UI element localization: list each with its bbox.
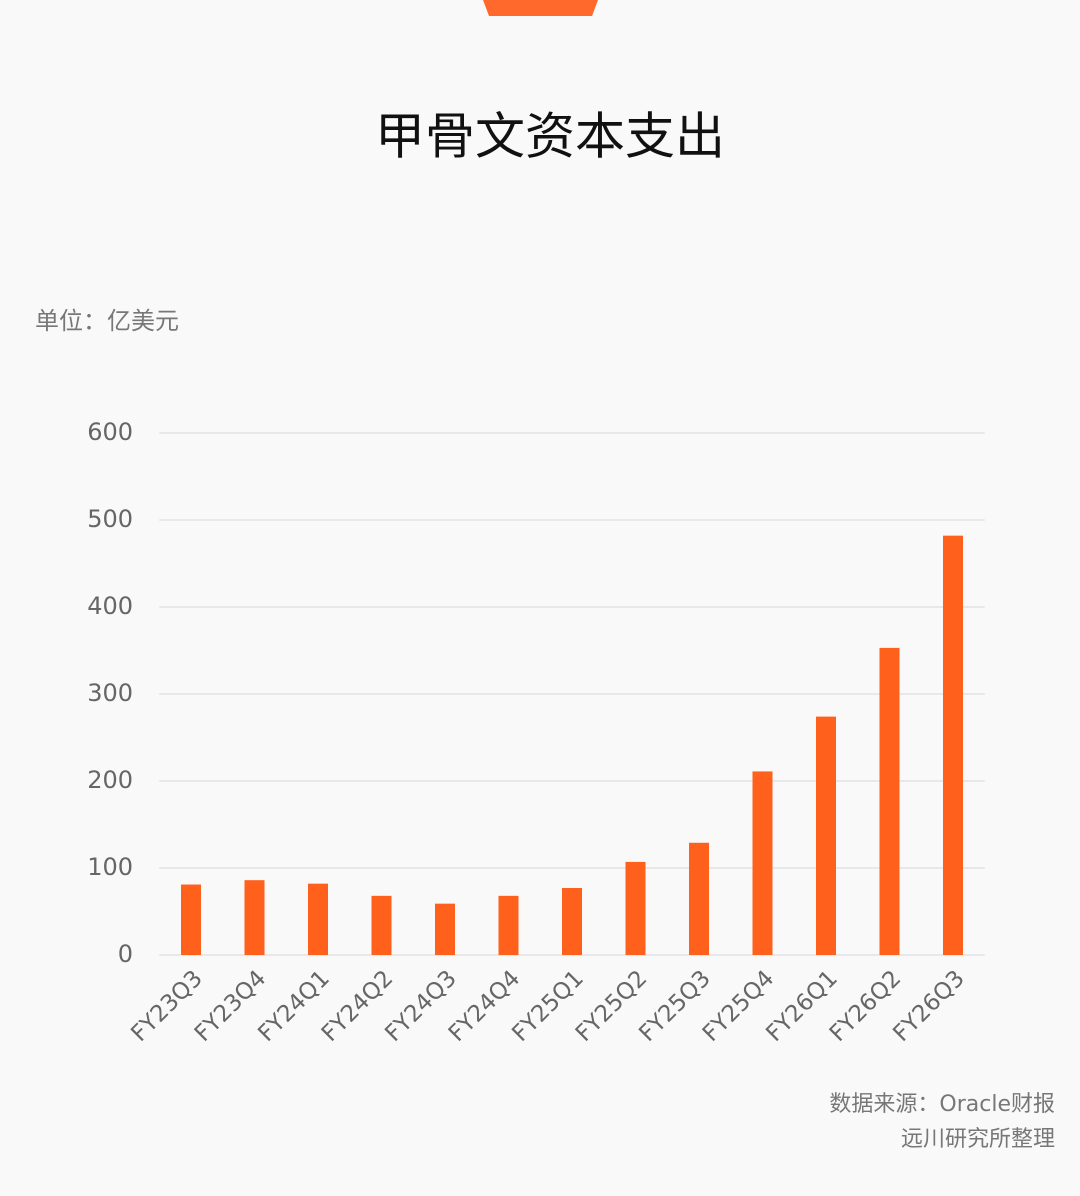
- bar: [689, 842, 709, 955]
- y-tick-label: 400: [87, 592, 133, 620]
- chart-title: 甲骨文资本支出: [375, 108, 725, 166]
- bar: [625, 861, 646, 955]
- y-tick-label: 300: [87, 679, 133, 707]
- bar: [498, 895, 519, 955]
- bar: [308, 883, 328, 955]
- bar: [181, 884, 201, 955]
- bar: [816, 716, 836, 955]
- bar: [371, 895, 392, 955]
- source-note: 数据来源：Oracle财报: [829, 1092, 1055, 1117]
- bar: [943, 535, 963, 955]
- y-tick-label: 100: [87, 853, 133, 881]
- unit-label: 单位：亿美元: [35, 307, 179, 335]
- top-decoration: [483, 0, 598, 16]
- y-tick-label: 200: [87, 766, 133, 794]
- bar: [562, 888, 582, 955]
- bar: [435, 903, 455, 955]
- y-tick-label: 500: [87, 505, 133, 533]
- y-tick-label: 0: [118, 940, 133, 968]
- y-tick-label: 600: [87, 418, 133, 446]
- bar: [244, 880, 265, 955]
- bar: [752, 771, 773, 955]
- source-note: 远川研究所整理: [901, 1127, 1055, 1152]
- bar: [879, 647, 900, 955]
